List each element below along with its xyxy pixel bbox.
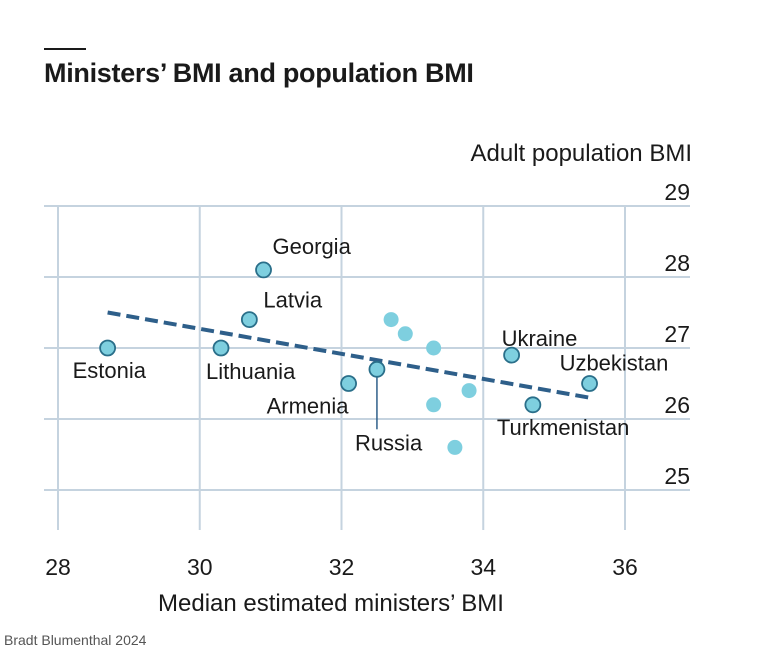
point-label: Armenia <box>267 394 350 419</box>
trend-line <box>107 310 590 400</box>
data-point <box>397 326 413 342</box>
data-point <box>581 375 598 392</box>
point-label: Uzbekistan <box>560 351 669 376</box>
y-tick-label: 29 <box>664 179 690 205</box>
data-point <box>255 261 272 279</box>
point-label: Ukraine <box>502 326 578 351</box>
y-tick-label: 25 <box>664 463 690 489</box>
point-label: Turkmenistan <box>497 415 629 440</box>
data-point <box>524 396 542 414</box>
data-point <box>99 339 117 357</box>
y-tick-label: 26 <box>664 392 690 418</box>
point-label: Latvia <box>263 288 322 313</box>
chart-title: Ministers’ BMI and population BMI <box>44 58 474 88</box>
x-tick-label: 34 <box>470 554 496 580</box>
title-rule <box>44 48 86 50</box>
data-point <box>212 339 230 357</box>
y-tick-label: 28 <box>664 250 690 276</box>
data-point <box>461 383 477 399</box>
y-tick-label: 27 <box>664 321 690 347</box>
x-axis-title: Median estimated ministers’ BMI <box>158 590 504 617</box>
x-tick-label: 36 <box>612 554 638 580</box>
x-tick-label: 32 <box>329 554 355 580</box>
data-point <box>447 439 463 455</box>
data-point <box>503 346 521 364</box>
point-label: Georgia <box>273 234 352 259</box>
point-label: Estonia <box>73 358 147 383</box>
x-tick-label: 30 <box>187 554 213 580</box>
data-point <box>240 311 258 329</box>
data-point <box>368 360 386 378</box>
point-label: Lithuania <box>206 359 296 384</box>
data-point <box>340 375 357 392</box>
x-tick-label: 28 <box>45 554 71 580</box>
data-point <box>426 397 442 413</box>
data-point <box>426 340 442 356</box>
data-point <box>383 312 399 328</box>
y-axis-title: Adult population BMI <box>470 140 692 167</box>
point-label: Russia <box>355 430 423 455</box>
